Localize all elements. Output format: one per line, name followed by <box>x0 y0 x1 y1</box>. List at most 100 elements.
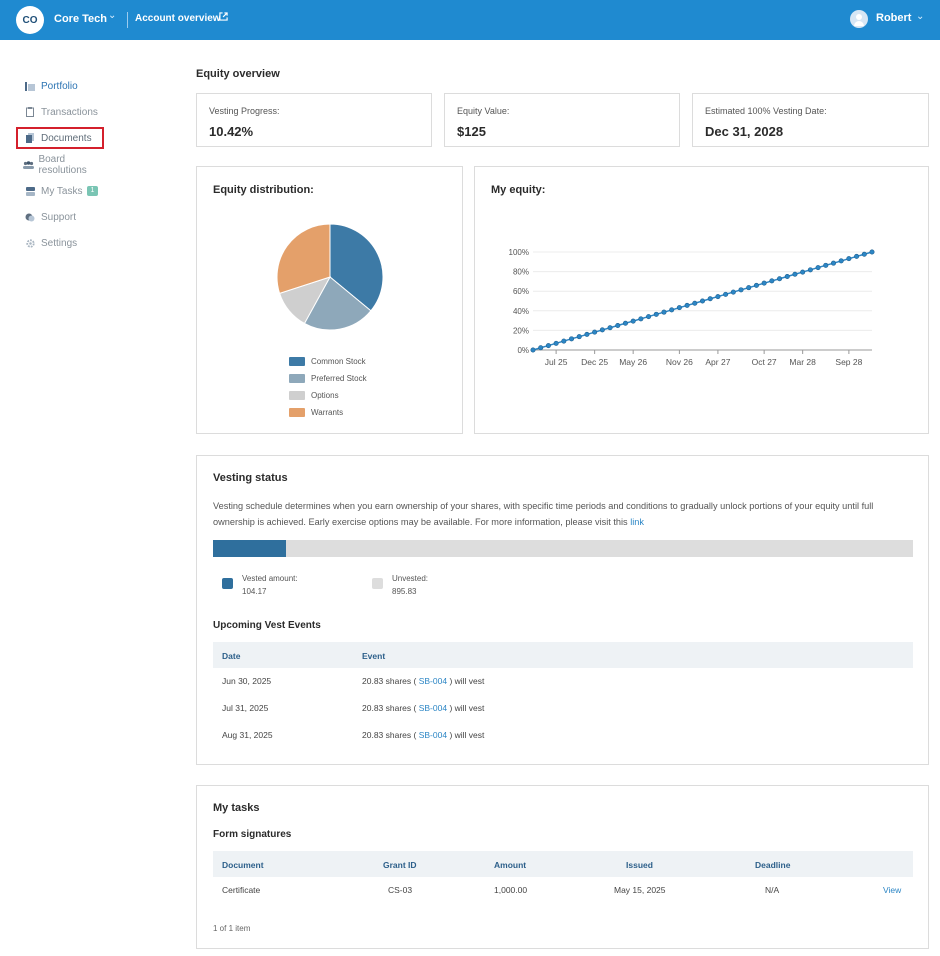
data-point[interactable] <box>561 338 567 344</box>
x-tick-label: Apr 27 <box>705 357 730 367</box>
data-point[interactable] <box>730 289 736 295</box>
data-point[interactable] <box>592 329 598 335</box>
data-point[interactable] <box>761 280 767 286</box>
data-point[interactable] <box>684 302 690 308</box>
pie-slice[interactable] <box>303 276 372 331</box>
user-name[interactable]: Robert <box>876 12 912 24</box>
x-tick-label: Sep 28 <box>835 357 862 367</box>
info-link[interactable]: link <box>630 517 645 527</box>
data-point[interactable] <box>830 260 836 266</box>
x-tick-label: Oct 27 <box>752 357 777 367</box>
data-point[interactable] <box>792 271 798 277</box>
column-header[interactable]: Grant ID <box>383 860 417 870</box>
data-point[interactable] <box>584 331 590 337</box>
chevron-down-icon[interactable]: ⌄ <box>108 10 117 21</box>
data-point[interactable] <box>723 291 729 297</box>
event-date: Jun 30, 2025 <box>222 676 272 686</box>
chevron-down-icon[interactable]: ⌄ <box>916 11 925 22</box>
data-point[interactable] <box>854 253 860 259</box>
external-link-icon[interactable] <box>219 12 228 24</box>
data-point[interactable] <box>807 267 813 273</box>
data-point[interactable] <box>746 285 752 291</box>
sidebar-item-support[interactable]: Support <box>18 208 102 226</box>
data-point[interactable] <box>553 340 559 346</box>
data-point[interactable] <box>576 334 582 340</box>
pie-slice[interactable] <box>329 223 384 312</box>
data-point[interactable] <box>615 323 621 329</box>
data-point[interactable] <box>815 265 821 271</box>
data-point[interactable] <box>715 294 721 300</box>
column-header[interactable]: Issued <box>626 860 653 870</box>
data-point[interactable] <box>838 258 844 264</box>
pagination-info: 1 of 1 item <box>213 924 251 933</box>
people-icon <box>23 158 35 172</box>
my-tasks-card: My tasks Form signatures Document Grant … <box>196 785 929 949</box>
org-name[interactable]: Core Tech <box>54 13 107 25</box>
data-point[interactable] <box>638 316 644 322</box>
user-avatar-icon[interactable] <box>850 10 868 28</box>
data-point[interactable] <box>607 325 613 331</box>
view-button[interactable]: View <box>883 885 902 895</box>
sidebar-item-board-resolutions[interactable]: Board resolutions <box>18 154 102 176</box>
data-point[interactable] <box>861 251 867 257</box>
sidebar-item-label: Settings <box>41 237 78 249</box>
data-point[interactable] <box>622 320 628 326</box>
legend-label: Preferred Stock <box>311 374 367 383</box>
column-header[interactable]: Event <box>362 651 386 661</box>
sidebar-item-documents[interactable]: Documents <box>16 127 104 149</box>
legend-item: Options <box>289 387 367 404</box>
data-point[interactable] <box>545 343 551 349</box>
event-text-post: ) will vest <box>449 730 485 740</box>
x-tick-label: Nov 26 <box>666 357 693 367</box>
stat-label: Equity Value: <box>457 106 510 116</box>
data-point[interactable] <box>823 262 829 268</box>
event-text: 20.83 shares ( SB-004 ) will vest <box>362 703 484 713</box>
page-title: Equity overview <box>196 68 280 80</box>
legend-swatch <box>289 374 305 383</box>
org-avatar[interactable]: CO <box>16 6 44 34</box>
data-point[interactable] <box>800 269 806 275</box>
data-point[interactable] <box>707 296 713 302</box>
data-point[interactable] <box>661 309 667 315</box>
data-point[interactable] <box>777 276 783 282</box>
grant-link[interactable]: SB-004 <box>418 730 448 740</box>
data-point[interactable] <box>738 287 744 293</box>
grant-link[interactable]: SB-004 <box>418 703 448 713</box>
data-point[interactable] <box>569 336 575 342</box>
column-header[interactable]: Date <box>222 651 241 661</box>
data-point[interactable] <box>784 273 790 279</box>
data-point[interactable] <box>676 305 682 311</box>
sidebar-item-my-tasks[interactable]: My Tasks 1 <box>18 182 102 200</box>
data-point[interactable] <box>538 345 544 351</box>
card-title: Vesting status <box>213 472 288 484</box>
legend-label: Warrants <box>311 408 344 417</box>
data-point[interactable] <box>869 249 875 255</box>
data-point[interactable] <box>669 307 675 313</box>
legend-swatch <box>222 578 233 589</box>
data-point[interactable] <box>530 347 536 353</box>
event-text-pre: 20.83 shares ( <box>362 703 417 713</box>
sidebar-item-portfolio[interactable]: Portfolio <box>18 77 102 95</box>
document-icon <box>23 131 37 145</box>
data-point[interactable] <box>753 282 759 288</box>
pie-slice[interactable] <box>276 223 331 295</box>
data-point[interactable] <box>700 298 706 304</box>
vested-label: Vested amount: <box>242 574 298 583</box>
data-point[interactable] <box>653 311 659 317</box>
data-point[interactable] <box>846 256 852 262</box>
data-point[interactable] <box>646 314 652 320</box>
data-point[interactable] <box>599 327 605 333</box>
sidebar-item-settings[interactable]: Settings <box>18 234 102 252</box>
column-header[interactable]: Deadline <box>755 860 791 870</box>
column-header[interactable]: Document <box>222 860 264 870</box>
event-text: 20.83 shares ( SB-004 ) will vest <box>362 676 484 686</box>
data-point[interactable] <box>630 318 636 324</box>
sidebar-item-label: Board resolutions <box>38 154 87 176</box>
data-point[interactable] <box>692 300 698 306</box>
grant-link[interactable]: SB-004 <box>418 676 448 686</box>
column-header[interactable]: Amount <box>494 860 527 870</box>
sidebar-item-transactions[interactable]: Transactions <box>18 103 102 121</box>
data-point[interactable] <box>769 278 775 284</box>
x-tick-label: Dec 25 <box>581 357 608 367</box>
account-overview-link[interactable]: Account overview <box>135 13 221 24</box>
